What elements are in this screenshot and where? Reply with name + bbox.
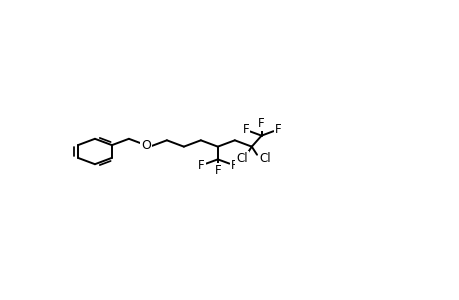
Text: F: F: [274, 123, 280, 136]
Text: F: F: [242, 123, 249, 136]
Text: F: F: [230, 159, 237, 172]
Text: F: F: [214, 164, 221, 177]
Text: O: O: [140, 139, 151, 152]
Text: F: F: [257, 117, 264, 130]
Text: F: F: [198, 159, 204, 172]
Text: Cl: Cl: [259, 152, 270, 165]
Text: Cl: Cl: [236, 152, 247, 165]
